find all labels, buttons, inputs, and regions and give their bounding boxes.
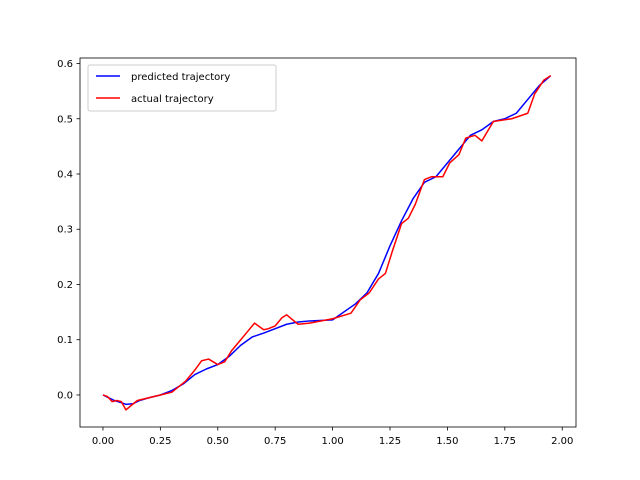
- y-tick-label: 0.1: [57, 335, 73, 346]
- legend: predicted trajectory actual trajectory: [87, 64, 277, 112]
- y-tick-label: 0.0: [57, 390, 73, 401]
- legend-label-predicted: predicted trajectory: [131, 72, 230, 83]
- x-tick-label: 0.00: [92, 436, 114, 447]
- x-tick-label: 1.25: [379, 436, 401, 447]
- y-tick-label: 0.4: [57, 170, 73, 181]
- x-tick-label: 0.25: [149, 436, 171, 447]
- x-axis: 0.00 0.25 0.50 0.75 1.00 1.25 1.50 1.75 2.00: [92, 427, 573, 447]
- y-tick-label: 0.2: [57, 280, 73, 291]
- x-tick-label: 1.75: [494, 436, 516, 447]
- x-tick-label: 0.50: [207, 436, 229, 447]
- x-tick-label: 2.00: [551, 436, 573, 447]
- legend-box: [87, 64, 277, 112]
- series-line-actual: [102, 75, 552, 411]
- x-tick-label: 1.00: [321, 436, 343, 447]
- legend-label-actual: actual trajectory: [131, 94, 214, 105]
- plot-frame: [79, 57, 577, 428]
- x-tick-label: 1.50: [436, 436, 458, 447]
- series-layer: [102, 75, 552, 411]
- y-axis: 0.0 0.1 0.2 0.3 0.4 0.5 0.6: [57, 59, 80, 401]
- y-tick-label: 0.6: [57, 59, 73, 70]
- plot-area: [80, 58, 576, 427]
- y-tick-label: 0.5: [57, 114, 73, 125]
- y-tick-label: 0.3: [57, 225, 73, 236]
- x-tick-label: 0.75: [264, 436, 286, 447]
